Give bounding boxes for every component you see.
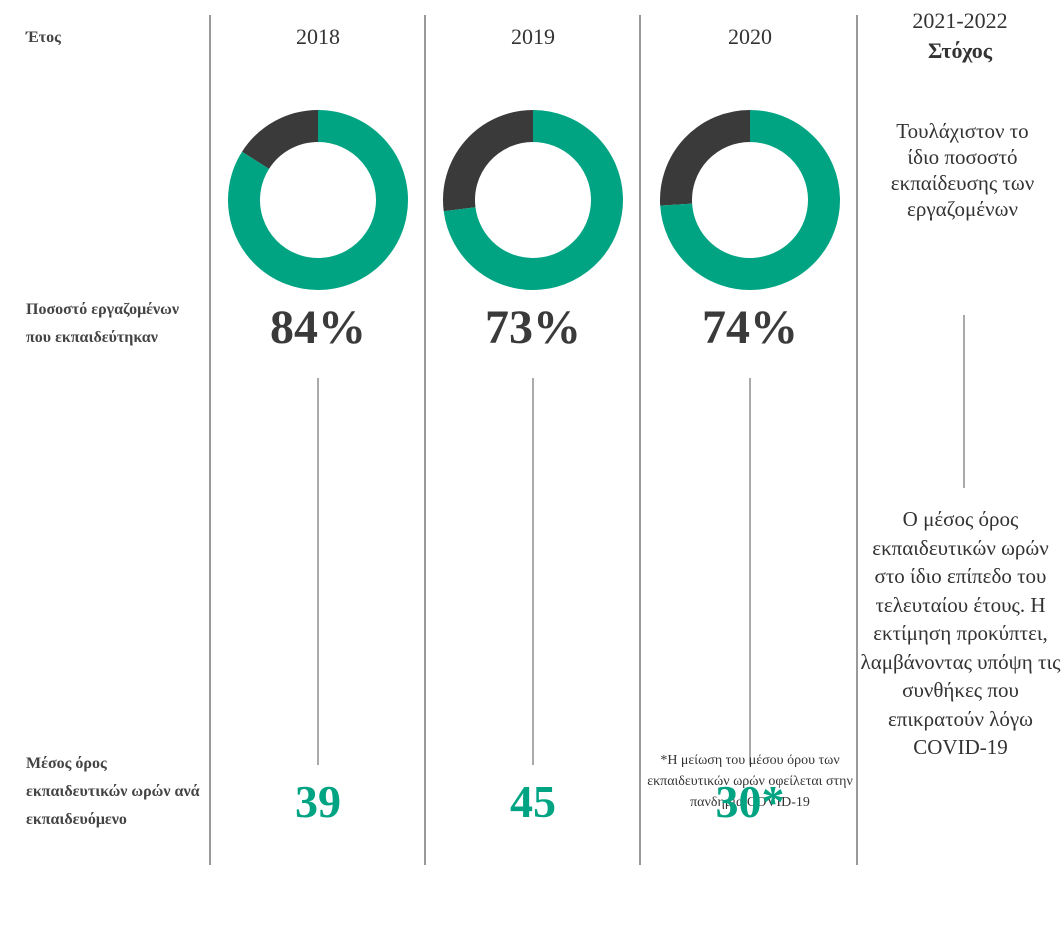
row-label: Έτος bbox=[26, 29, 61, 46]
target-title: Στόχος bbox=[927, 38, 992, 63]
donut-value bbox=[660, 110, 840, 290]
donut-rest bbox=[660, 110, 751, 206]
percent-label: 73% bbox=[485, 301, 581, 354]
percent-label: 74% bbox=[702, 301, 798, 354]
hours-label: 30* bbox=[715, 776, 785, 827]
target-hours: Ο μέσος όρος εκπαιδευτικών ωρών στο ίδιο… bbox=[860, 507, 1061, 759]
donut-rest bbox=[242, 110, 319, 170]
target-period: 2021-2022 bbox=[912, 8, 1008, 33]
donut-rest bbox=[443, 110, 534, 212]
donut-value bbox=[228, 110, 408, 290]
target-trained: Τουλάχιστον το ίδιο ποσοστό εκπαίδευσης … bbox=[890, 119, 1035, 221]
donut-value bbox=[443, 110, 623, 290]
row-label: Ποσοστό εργαζομένων που εκπαιδεύτηκαν bbox=[26, 301, 179, 346]
hours-label: 45 bbox=[510, 776, 556, 827]
year-label: 2019 bbox=[511, 24, 555, 49]
year-label: 2018 bbox=[296, 24, 340, 49]
year-label: 2020 bbox=[728, 24, 772, 49]
hours-label: 39 bbox=[295, 776, 341, 827]
percent-label: 84% bbox=[270, 301, 366, 354]
row-label: Μέσος όρος εκπαιδευτικών ωρών ανά εκπαιδ… bbox=[26, 755, 200, 828]
footnote: *Η μείωση του μέσου όρου των εκπαιδευτικ… bbox=[647, 753, 853, 810]
